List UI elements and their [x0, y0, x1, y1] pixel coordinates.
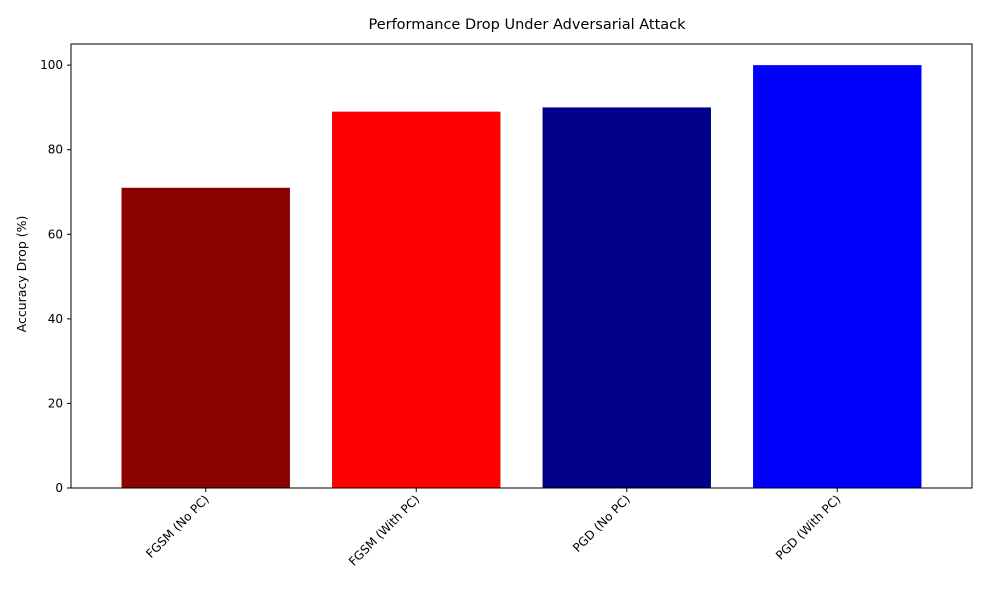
y-tick-label: 0	[55, 481, 63, 495]
bar-1	[332, 111, 501, 489]
y-tick-label: 80	[48, 143, 63, 157]
y-tick-label: 60	[48, 227, 63, 241]
bar-2	[542, 107, 711, 488]
bar-0	[121, 187, 290, 488]
y-tick-label: 40	[48, 312, 63, 326]
bars-group	[121, 65, 922, 489]
bar-3	[753, 65, 922, 489]
plot-frame	[70, 43, 973, 489]
y-tick-label: 100	[40, 58, 63, 72]
y-tick-label: 20	[48, 396, 63, 410]
y-axis-label: Accuracy Drop (%)	[14, 216, 29, 333]
y-axis-ticks: 0 20 40 60 80 100	[40, 58, 71, 495]
chart-title: Performance Drop Under Adversarial Attac…	[368, 17, 686, 33]
